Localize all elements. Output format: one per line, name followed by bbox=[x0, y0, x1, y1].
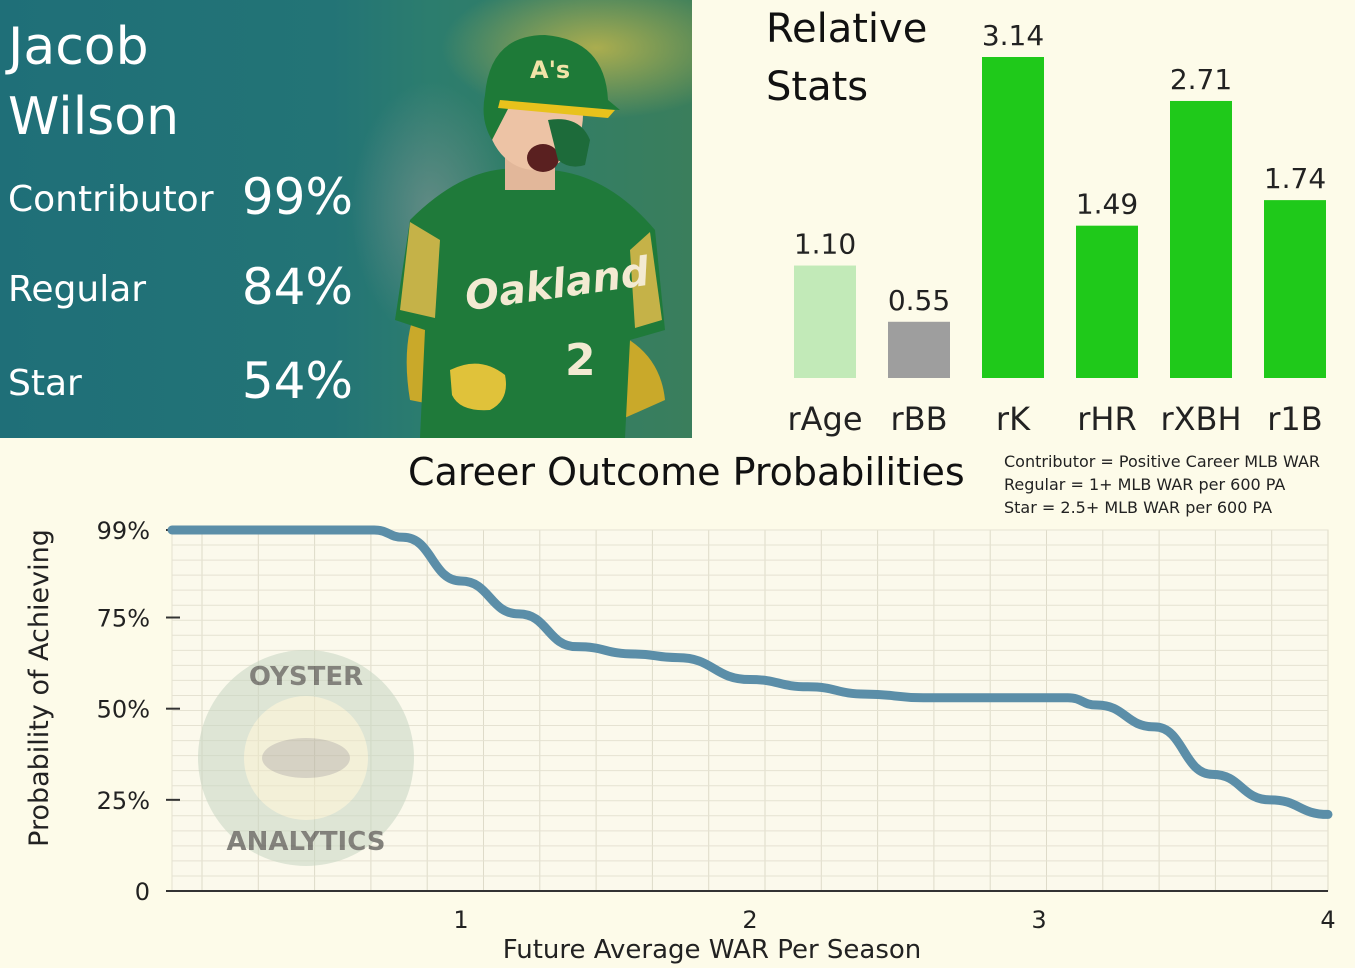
watermark-text: ANALYTICS bbox=[226, 827, 385, 857]
x-tick-label: 3 bbox=[1031, 906, 1046, 934]
bar-value-label: 2.71 bbox=[1170, 63, 1232, 96]
y-tick-label: 99% bbox=[97, 517, 150, 545]
relative-stats-title: Relative Stats bbox=[766, 0, 966, 116]
bar-rHR bbox=[1076, 225, 1138, 378]
bar-value-label: 1.10 bbox=[794, 228, 856, 261]
x-tick-label: 4 bbox=[1320, 906, 1335, 934]
career-outcome-chart: OYSTER ANALYTICS 0 25% 50% 75% 99% 1 2 3 4 Future A… bbox=[24, 517, 1336, 965]
relative-stats-chart: 1.10 rAge 0.55 rBB 3.14 rK 1.49 rHR 2.71 rXBH 1.74… bbox=[787, 19, 1326, 438]
player-name: Jacob Wilson bbox=[8, 12, 268, 152]
outcome-row-star: Star 54% bbox=[8, 352, 353, 412]
bar-value-label: 3.14 bbox=[982, 19, 1044, 52]
watermark-text: OYSTER bbox=[249, 662, 363, 692]
player-last-name: Wilson bbox=[8, 87, 180, 147]
x-tick-label: 1 bbox=[453, 906, 468, 934]
y-tick-label: 25% bbox=[97, 787, 150, 815]
bar-value-label: 1.74 bbox=[1264, 162, 1326, 195]
bar-value-label: 0.55 bbox=[888, 284, 950, 317]
bar-category-label: rXBH bbox=[1160, 400, 1241, 438]
bar-r1B bbox=[1264, 200, 1326, 378]
career-chart-title: Career Outcome Probabilities bbox=[408, 450, 965, 494]
y-tick-label: 50% bbox=[97, 696, 150, 724]
definition-regular: Regular = 1+ MLB WAR per 600 PA bbox=[1004, 475, 1286, 494]
x-axis-label: Future Average WAR Per Season bbox=[503, 935, 922, 965]
outcome-row-contributor: Contributor 99% bbox=[8, 168, 353, 228]
outcome-value: 99% bbox=[241, 168, 353, 226]
outcome-value: 84% bbox=[241, 258, 353, 316]
bar-category-label: rAge bbox=[787, 400, 862, 438]
bar-category-label: rK bbox=[996, 400, 1031, 438]
watermark-logo: OYSTER ANALYTICS bbox=[198, 650, 414, 866]
definitions-legend: Contributor = Positive Career MLB WAR Re… bbox=[1004, 450, 1320, 519]
outcome-row-regular: Regular 84% bbox=[8, 258, 353, 318]
y-tick-label: 75% bbox=[97, 605, 150, 633]
outcome-label: Star bbox=[8, 363, 82, 404]
definition-contributor: Contributor = Positive Career MLB WAR bbox=[1004, 452, 1321, 471]
probability-line bbox=[167, 525, 1333, 819]
outcome-label: Contributor bbox=[8, 179, 214, 220]
x-tick-label: 2 bbox=[742, 906, 757, 934]
definition-star: Star = 2.5+ MLB WAR per 600 PA bbox=[1004, 498, 1273, 517]
bar-rBB bbox=[888, 321, 950, 378]
player-photo: Oakland 2 A's bbox=[395, 35, 665, 438]
player-card: Jacob Wilson Contributor 99% Regular 84%… bbox=[0, 0, 692, 438]
bar-rAge bbox=[794, 265, 856, 378]
bar-category-label: rHR bbox=[1077, 400, 1136, 438]
outcome-label: Regular bbox=[8, 269, 147, 310]
bar-category-label: rBB bbox=[890, 400, 947, 438]
relative-stats-title-line2: Stats bbox=[766, 64, 869, 110]
relative-stats-title-line1: Relative bbox=[766, 6, 928, 52]
y-tick-label: 0 bbox=[135, 878, 150, 906]
bar-rK bbox=[982, 57, 1044, 378]
bar-category-label: r1B bbox=[1267, 400, 1322, 438]
player-first-name: Jacob bbox=[8, 17, 149, 77]
oyster-icon bbox=[262, 738, 350, 778]
helmet-logo: A's bbox=[530, 56, 570, 84]
jersey-number: 2 bbox=[565, 335, 596, 386]
outcome-value: 54% bbox=[241, 352, 353, 410]
y-axis-label: Probability of Achieving bbox=[24, 529, 55, 847]
bar-value-label: 1.49 bbox=[1076, 188, 1138, 221]
bar-rXBH bbox=[1170, 100, 1232, 379]
